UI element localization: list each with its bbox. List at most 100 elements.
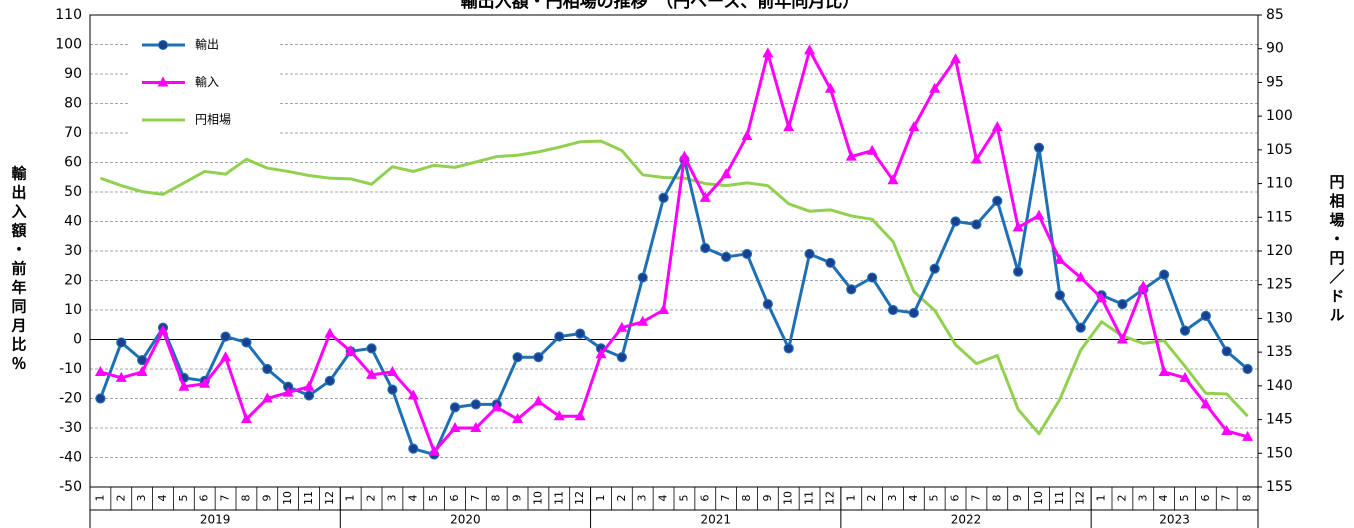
x-tick-label: 2 bbox=[865, 495, 878, 502]
x-tick-label: 8 bbox=[1241, 495, 1254, 502]
x-tick-label: 12 bbox=[823, 491, 836, 505]
y2-tick-label: 115 bbox=[1266, 209, 1293, 225]
data-point bbox=[741, 248, 753, 260]
data-point bbox=[386, 365, 398, 376]
y-tick-label: -30 bbox=[59, 420, 82, 436]
x-tick-label: 7 bbox=[219, 495, 232, 502]
x-tick-label: 8 bbox=[490, 495, 503, 502]
data-point bbox=[762, 47, 774, 58]
data-point bbox=[1221, 346, 1232, 357]
x-tick-label: 5 bbox=[928, 495, 941, 502]
data-point bbox=[533, 352, 544, 363]
data-point bbox=[929, 82, 941, 93]
x-tick-label: 2 bbox=[1115, 495, 1128, 502]
data-point bbox=[366, 343, 377, 354]
data-point bbox=[220, 351, 232, 362]
y2-tick-label: 100 bbox=[1266, 108, 1293, 124]
data-point bbox=[721, 251, 732, 262]
y-tick-label: 50 bbox=[64, 184, 82, 200]
data-point bbox=[658, 304, 670, 314]
data-point bbox=[324, 375, 335, 386]
data-point bbox=[1033, 142, 1045, 153]
year-label: 2019 bbox=[200, 513, 231, 527]
x-tick-label: 3 bbox=[135, 495, 148, 502]
x-tick-label: 6 bbox=[198, 495, 211, 502]
x-tick-label: 8 bbox=[239, 495, 252, 502]
legend-marker bbox=[158, 40, 168, 50]
x-tick-label: 11 bbox=[302, 491, 315, 505]
x-tick-label: 3 bbox=[636, 495, 649, 502]
x-tick-label: 1 bbox=[594, 495, 607, 502]
y-tick-label: -20 bbox=[59, 391, 82, 407]
y2-tick-label: 105 bbox=[1266, 142, 1293, 158]
x-tick-label: 1 bbox=[844, 495, 857, 502]
y2-tick-label: 150 bbox=[1266, 445, 1293, 461]
y2-tick-label: 140 bbox=[1266, 378, 1293, 394]
data-point bbox=[512, 352, 523, 363]
data-point bbox=[1033, 209, 1045, 220]
data-point bbox=[866, 144, 878, 155]
year-label: 2020 bbox=[450, 513, 481, 527]
x-tick-label: 6 bbox=[949, 495, 962, 502]
data-point bbox=[720, 168, 732, 179]
year-label: 2023 bbox=[1159, 513, 1190, 527]
data-point bbox=[825, 257, 836, 268]
y-tick-label: 20 bbox=[64, 273, 82, 289]
x-tick-label: 2 bbox=[114, 495, 127, 502]
x-tick-label: 12 bbox=[573, 491, 586, 505]
x-tick-label: 7 bbox=[969, 495, 982, 502]
data-point bbox=[1158, 365, 1170, 376]
data-point bbox=[658, 192, 669, 203]
x-tick-label: 5 bbox=[677, 495, 690, 502]
y-tick-label: 70 bbox=[64, 125, 82, 141]
data-point bbox=[971, 219, 982, 230]
data-point bbox=[574, 410, 586, 421]
x-tick-label: 3 bbox=[1136, 495, 1149, 502]
data-point bbox=[408, 443, 419, 454]
data-point bbox=[867, 272, 878, 283]
x-tick-label: 11 bbox=[552, 491, 565, 505]
legend-marker bbox=[157, 76, 169, 87]
data-point bbox=[407, 389, 419, 400]
x-tick-label: 8 bbox=[740, 495, 753, 502]
x-tick-label: 2 bbox=[615, 495, 628, 502]
y2-tick-label: 85 bbox=[1266, 7, 1284, 23]
x-tick-label: 4 bbox=[156, 495, 169, 502]
data-point bbox=[616, 321, 628, 332]
y-tick-label: 30 bbox=[64, 243, 82, 259]
data-point bbox=[157, 324, 169, 335]
data-point bbox=[428, 445, 440, 456]
x-tick-label: 11 bbox=[803, 491, 816, 505]
x-tick-label: 7 bbox=[469, 495, 482, 502]
legend-label: 輸入 bbox=[195, 74, 219, 89]
y2-tick-label: 110 bbox=[1266, 176, 1293, 192]
y-tick-label: 60 bbox=[64, 155, 82, 171]
data-point bbox=[908, 307, 919, 319]
y-tick-label: 90 bbox=[64, 66, 82, 82]
data-point bbox=[824, 82, 836, 93]
data-point bbox=[741, 129, 753, 140]
data-point bbox=[136, 365, 148, 376]
data-point bbox=[846, 284, 857, 295]
x-tick-label: 2 bbox=[365, 495, 378, 502]
x-tick-label: 3 bbox=[385, 495, 398, 502]
y-tick-label: 110 bbox=[55, 7, 82, 23]
x-tick-label: 6 bbox=[448, 495, 461, 502]
x-tick-label: 9 bbox=[511, 495, 524, 502]
data-point bbox=[261, 392, 273, 403]
series-line bbox=[100, 48, 1248, 454]
data-point bbox=[992, 195, 1003, 206]
year-label: 2021 bbox=[700, 513, 731, 527]
data-point bbox=[1179, 325, 1191, 336]
data-point bbox=[324, 327, 336, 338]
data-point bbox=[178, 380, 190, 391]
y2-tick-label: 135 bbox=[1266, 344, 1293, 360]
x-tick-label: 1 bbox=[1095, 495, 1108, 502]
data-point bbox=[1242, 430, 1254, 441]
data-point bbox=[199, 377, 211, 388]
data-point bbox=[1137, 280, 1149, 291]
data-point bbox=[345, 345, 357, 356]
data-point bbox=[553, 410, 565, 421]
data-point bbox=[1200, 398, 1212, 409]
data-point bbox=[1054, 253, 1066, 264]
